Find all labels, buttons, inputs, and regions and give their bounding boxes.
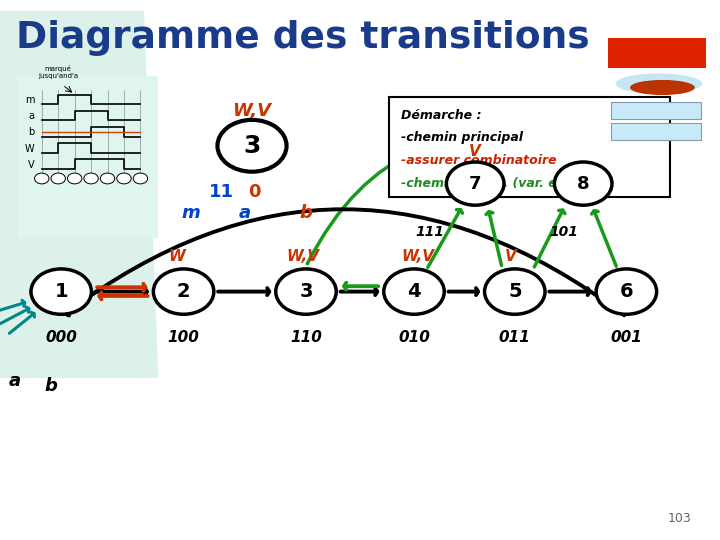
Text: 2: 2 <box>177 282 190 301</box>
Text: 6: 6 <box>121 176 127 185</box>
Circle shape <box>35 173 49 184</box>
Text: V: V <box>28 160 35 170</box>
Text: 4: 4 <box>408 282 420 301</box>
Text: a: a <box>9 372 20 390</box>
Ellipse shape <box>616 73 702 94</box>
Circle shape <box>133 173 148 184</box>
Text: 5: 5 <box>508 282 521 301</box>
Text: W: W <box>25 144 35 153</box>
Text: 010: 010 <box>398 330 430 346</box>
Circle shape <box>596 269 657 314</box>
Text: 1: 1 <box>138 176 143 185</box>
Text: 111: 111 <box>415 225 445 239</box>
Circle shape <box>276 269 336 314</box>
Text: 3: 3 <box>72 176 77 185</box>
Text: 0: 0 <box>248 183 261 201</box>
Circle shape <box>84 173 98 184</box>
Text: W,V: W,V <box>286 249 319 264</box>
Text: 000: 000 <box>45 330 77 346</box>
Text: Démarche :: Démarche : <box>401 109 482 122</box>
Circle shape <box>384 269 444 314</box>
Text: 103: 103 <box>667 512 691 525</box>
Text: 011: 011 <box>499 330 531 346</box>
Text: b: b <box>44 377 57 395</box>
Text: 3: 3 <box>243 134 261 158</box>
Text: m: m <box>25 95 35 105</box>
Circle shape <box>153 269 214 314</box>
Circle shape <box>31 269 91 314</box>
Text: b: b <box>300 204 312 222</box>
Text: 11: 11 <box>209 183 234 201</box>
Circle shape <box>217 120 287 172</box>
Text: m: m <box>181 204 200 222</box>
Circle shape <box>485 269 545 314</box>
Text: V: V <box>505 249 517 264</box>
Text: 4: 4 <box>89 176 94 185</box>
Text: -chemins supp. (var. en X): -chemins supp. (var. en X) <box>401 177 585 190</box>
Text: 2: 2 <box>55 176 60 185</box>
Text: W,V: W,V <box>401 249 434 264</box>
Text: 110: 110 <box>290 330 322 346</box>
Text: 7: 7 <box>469 174 482 193</box>
Text: marqué
jusqu'and'a: marqué jusqu'and'a <box>38 65 78 79</box>
Text: 1: 1 <box>39 176 45 185</box>
Text: Diagramme des transitions: Diagramme des transitions <box>16 20 589 56</box>
FancyBboxPatch shape <box>608 38 706 68</box>
Circle shape <box>446 162 504 205</box>
Ellipse shape <box>630 80 695 95</box>
Text: 100: 100 <box>168 330 199 346</box>
Circle shape <box>554 162 612 205</box>
FancyBboxPatch shape <box>611 123 701 140</box>
Text: 1: 1 <box>55 282 68 301</box>
FancyBboxPatch shape <box>611 102 701 119</box>
Circle shape <box>68 173 82 184</box>
Circle shape <box>100 173 114 184</box>
Text: -chemin principal: -chemin principal <box>401 131 523 144</box>
FancyBboxPatch shape <box>389 97 670 197</box>
Text: W: W <box>168 249 185 264</box>
Text: 6: 6 <box>620 282 633 301</box>
Text: 5: 5 <box>105 176 110 185</box>
Text: b: b <box>28 127 35 137</box>
Text: 3: 3 <box>300 282 312 301</box>
Text: 8: 8 <box>577 174 590 193</box>
Text: a: a <box>29 111 35 121</box>
Text: a: a <box>239 204 251 222</box>
FancyBboxPatch shape <box>18 76 158 238</box>
Text: 001: 001 <box>611 330 642 346</box>
Text: 101: 101 <box>549 225 578 239</box>
Circle shape <box>51 173 66 184</box>
Text: W,V: W,V <box>233 102 271 120</box>
Text: -assurer combinatoire: -assurer combinatoire <box>401 154 557 167</box>
Text: V: V <box>469 144 481 159</box>
Polygon shape <box>0 11 158 378</box>
Circle shape <box>117 173 131 184</box>
